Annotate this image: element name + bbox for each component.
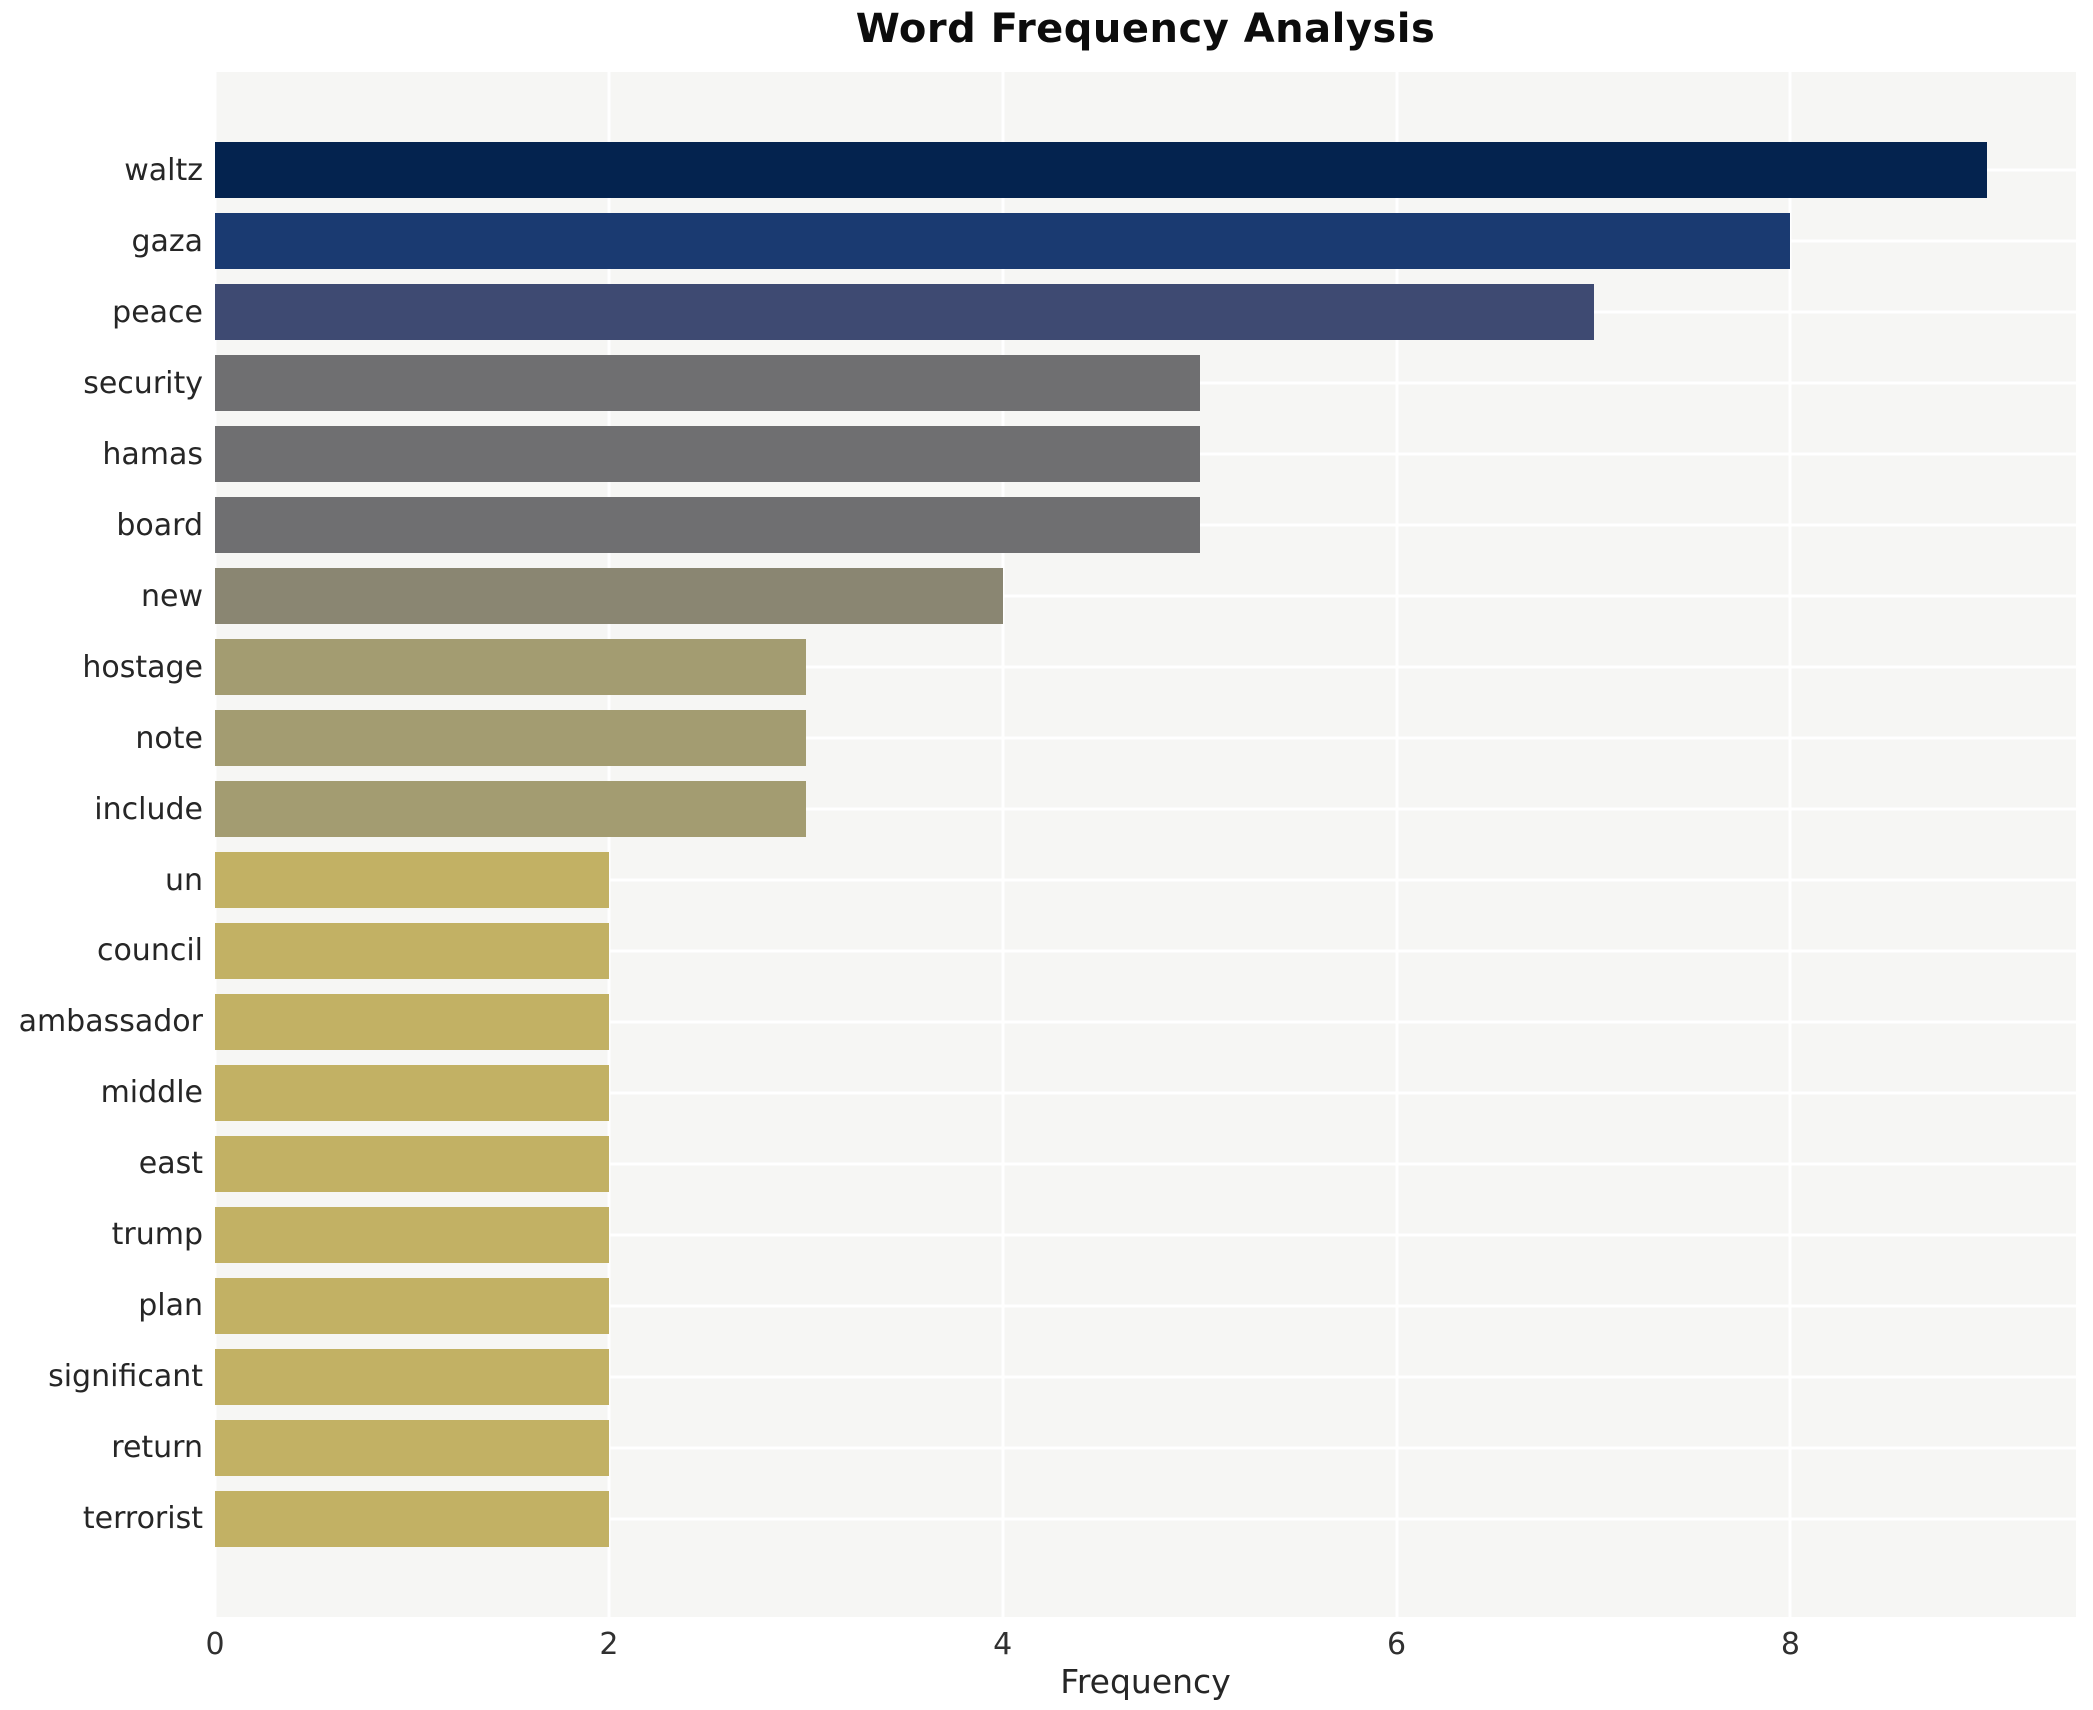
bar-row-new: 4 (215, 561, 2076, 632)
bar-council: 2 (215, 922, 609, 979)
bar-row-middle: 2 (215, 1057, 2076, 1128)
y-label-board: board (116, 507, 203, 543)
y-label-new: new (140, 578, 203, 614)
bar-un: 2 (215, 852, 609, 908)
bar-terrorist: 2 (215, 1490, 609, 1547)
bar-row-east: 2 (215, 1128, 2076, 1199)
horizontal-gridline (215, 1091, 2076, 1095)
vertical-gridline (1788, 72, 1792, 1617)
y-label-council: council (96, 933, 203, 969)
y-label-include: include (94, 791, 203, 827)
bar-ambassador: 2 (215, 993, 609, 1050)
bar-row-gaza: 8 (215, 206, 2076, 277)
y-label-gaza: gaza (131, 223, 203, 259)
horizontal-gridline (215, 665, 2076, 669)
bar-row-hamas: 5 (215, 419, 2076, 490)
vertical-gridline (607, 72, 611, 1617)
y-label-plan: plan (138, 1288, 203, 1324)
y-label-hamas: hamas (102, 436, 203, 472)
x-tick-8: 8 (1780, 1627, 1800, 1662)
bar-rows: 9 8 7 5 5 5 4 3 3 3 2 2 2 2 2 2 2 2 2 2 (215, 72, 2076, 1617)
bar-row-plan: 2 (215, 1270, 2076, 1341)
bar-row-council: 2 (215, 915, 2076, 986)
x-tick-2: 2 (599, 1627, 619, 1662)
bar-east: 2 (215, 1135, 609, 1192)
y-label-return: return (111, 1430, 203, 1466)
bar-row-note: 3 (215, 703, 2076, 774)
bar-return: 2 (215, 1419, 609, 1476)
y-label-terrorist: terrorist (82, 1501, 203, 1537)
y-label-waltz: waltz (124, 152, 203, 188)
horizontal-gridline (215, 1517, 2076, 1521)
y-label-un: un (164, 862, 203, 898)
bar-peace: 7 (215, 284, 1594, 341)
chart-title: Word Frequency Analysis (855, 6, 1436, 52)
horizontal-gridline (215, 1446, 2076, 1450)
y-label-trump: trump (111, 1217, 203, 1253)
horizontal-gridline (215, 1375, 2076, 1379)
bar-row-significant: 2 (215, 1341, 2076, 1412)
vertical-gridline (1001, 72, 1005, 1617)
horizontal-gridline (215, 594, 2076, 598)
bar-row-include: 3 (215, 774, 2076, 845)
bar-hamas: 5 (215, 426, 1200, 483)
horizontal-gridline (215, 878, 2076, 882)
horizontal-gridline (215, 1304, 2076, 1308)
bar-board: 5 (215, 497, 1200, 554)
x-axis-title: Frequency (1060, 1662, 1231, 1701)
x-tick-6: 6 (1387, 1627, 1407, 1662)
y-label-note: note (135, 720, 203, 756)
bar-trump: 2 (215, 1206, 609, 1263)
bar-gaza: 8 (215, 213, 1791, 270)
horizontal-gridline (215, 949, 2076, 953)
bar-row-waltz: 9 (215, 135, 2076, 206)
bar-security: 5 (215, 355, 1200, 412)
x-axis-ticks: 0 2 4 6 8 (205, 1626, 2076, 1664)
bar-row-board: 5 (215, 490, 2076, 561)
bar-row-terrorist: 2 (215, 1483, 2076, 1554)
plot-area: 9 8 7 5 5 5 4 3 3 3 2 2 2 2 2 2 2 2 2 2 (215, 72, 2076, 1617)
y-label-middle: middle (100, 1075, 203, 1111)
horizontal-gridline (215, 1162, 2076, 1166)
y-label-east: east (138, 1146, 203, 1182)
vertical-gridline (215, 72, 217, 1617)
vertical-gridline (1395, 72, 1399, 1617)
bar-note: 3 (215, 710, 806, 767)
bar-new: 4 (215, 568, 1003, 625)
bar-row-ambassador: 2 (215, 986, 2076, 1057)
bar-row-trump: 2 (215, 1199, 2076, 1270)
y-label-significant: significant (48, 1359, 203, 1395)
x-tick-4: 4 (993, 1627, 1013, 1662)
bar-significant: 2 (215, 1348, 609, 1405)
bar-include: 3 (215, 781, 806, 838)
bar-plan: 2 (215, 1277, 609, 1334)
bar-waltz: 9 (215, 142, 1988, 199)
bar-hostage: 3 (215, 639, 806, 696)
bar-row-hostage: 3 (215, 632, 2076, 703)
y-label-hostage: hostage (82, 649, 203, 685)
horizontal-gridline (215, 1020, 2076, 1024)
bar-row-un: 2 (215, 845, 2076, 916)
horizontal-gridline (215, 807, 2076, 811)
horizontal-gridline (215, 736, 2076, 740)
y-label-ambassador: ambassador (18, 1004, 203, 1040)
horizontal-gridline (215, 1233, 2076, 1237)
x-tick-0: 0 (205, 1627, 225, 1662)
y-label-security: security (83, 365, 203, 401)
bar-middle: 2 (215, 1064, 609, 1121)
bar-row-return: 2 (215, 1412, 2076, 1483)
bar-row-security: 5 (215, 348, 2076, 419)
y-label-peace: peace (112, 294, 203, 330)
y-axis-labels: waltz gaza peace security hamas board new hosta… (0, 72, 203, 1617)
bar-row-peace: 7 (215, 277, 2076, 348)
